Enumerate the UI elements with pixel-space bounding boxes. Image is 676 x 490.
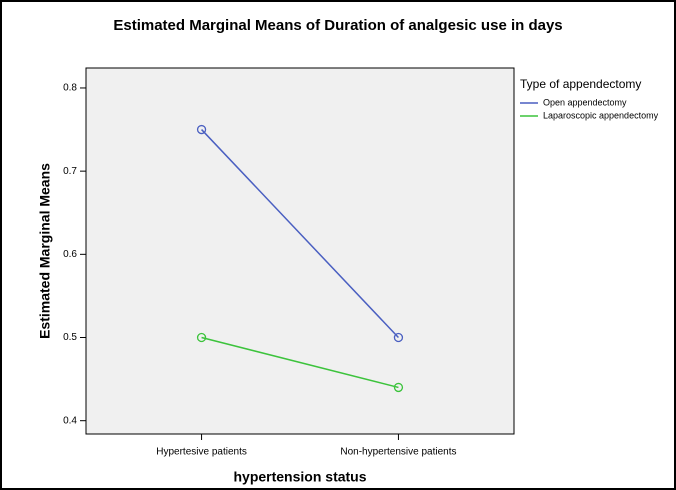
x-tick-label: Hypertesive patients [156, 447, 247, 458]
y-tick-label: 0.6 [63, 249, 77, 260]
point-marker [393, 382, 404, 393]
y-tick-label: 0.8 [63, 83, 77, 94]
x-axis-label: hypertension status [233, 469, 366, 485]
point-marker [196, 332, 207, 343]
plot-area [85, 67, 515, 435]
series-line [201, 129, 399, 339]
point-marker [196, 124, 207, 135]
y-axis-label: Estimated Marginal Means [37, 163, 53, 339]
legend-title: Type of appendectomy [520, 77, 641, 91]
chart-title: Estimated Marginal Means of Duration of … [113, 17, 562, 34]
x-tick-label: Non-hypertensive patients [340, 447, 456, 458]
legend-label: Laparoscopic appendectomy [543, 110, 659, 120]
y-tick-label: 0.7 [63, 166, 77, 177]
legend-label: Open appendectomy [543, 97, 627, 107]
series-line [201, 336, 399, 389]
point-marker [393, 332, 404, 343]
y-tick-label: 0.4 [63, 415, 77, 426]
y-tick-label: 0.5 [63, 332, 77, 343]
